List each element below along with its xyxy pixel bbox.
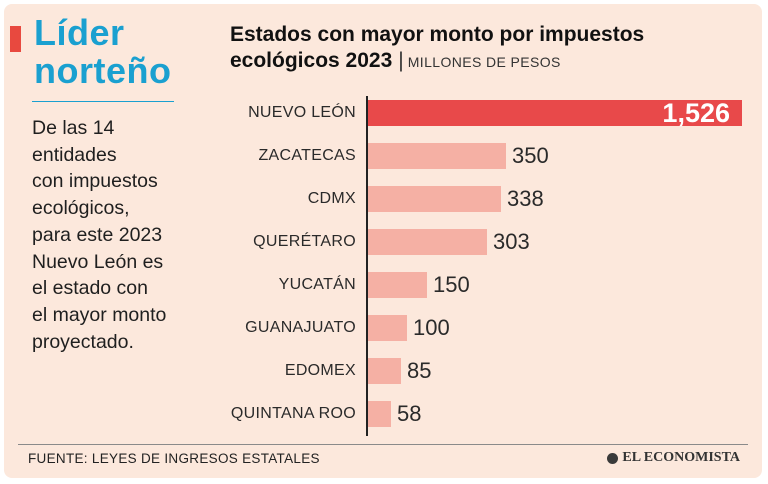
brand-name: EL ECONOMISTA [622,450,740,465]
sidebar-description: De las 14 entidades con impuestos ecológ… [32,115,182,355]
description-line: proyectado. [32,330,134,353]
bar [368,358,401,384]
bar-value-label: 100 [413,315,450,340]
headline-divider [32,101,174,102]
description-line: De las 14 [32,117,115,139]
description-line: ecológicos, [32,197,130,220]
bar [368,229,487,255]
footer-divider [18,444,748,445]
description-line: el mayor monto [32,303,167,326]
bar [368,186,501,212]
description-line: con impuestos [32,170,158,193]
description-line: entidades [32,143,117,166]
bar-value-label: 303 [493,229,530,254]
chart-title-line-2: ecológicos 2023 | MILLONES DE PESOS [230,48,644,75]
bar [368,100,742,126]
bar-value-label: 150 [433,272,470,297]
bar-label: ZACATECAS [258,147,356,164]
bar-label: QUERÉTARO [253,233,356,250]
bar [368,272,427,298]
description-line: Nuevo León es [32,250,164,273]
bar-label: YUCATÁN [278,276,356,293]
bar-label: CDMX [307,190,356,207]
chart-title-line-1: Estados con mayor monto por impuestos [230,23,645,46]
chart-title: Estados con mayor monto por impuestos ec… [230,22,644,75]
bar-value-label: 350 [512,143,549,168]
bar-label: EDOMEX [284,362,356,379]
headline-accent-bar [10,26,21,52]
chart-title-year: ecológicos 2023 [230,49,393,72]
headline: Líder norteño [34,14,171,90]
infographic-frame: Líder norteño De las 14 entidades con im… [4,4,762,478]
bar-label: NUEVO LEÓN [248,104,356,121]
headline-line-2: norteño [34,50,172,91]
chart-axis-line [366,96,368,436]
bar-value-label: 58 [397,401,422,426]
source-note: FUENTE: LEYES DE INGRESOS ESTATALES [28,451,320,466]
bar-label: GUANAJUATO [245,319,356,336]
description-line: para este 2023 [32,223,163,246]
bar-value-label: 1,526 [662,98,730,128]
bar [368,315,407,341]
chart-unit-label: MILLONES DE PESOS [407,54,561,70]
bar-value-label: 338 [507,186,544,211]
bar [368,143,506,169]
brand-emblem-icon [607,452,619,464]
title-separator: | [398,49,404,72]
bar-label: QUINTANA ROO [230,405,356,422]
bar [368,401,391,427]
bar-value-label: 85 [407,358,432,383]
headline-line-1: Líder [34,12,125,53]
description-line: el estado con [32,277,149,300]
brand-logo: EL ECONOMISTA [607,450,740,466]
